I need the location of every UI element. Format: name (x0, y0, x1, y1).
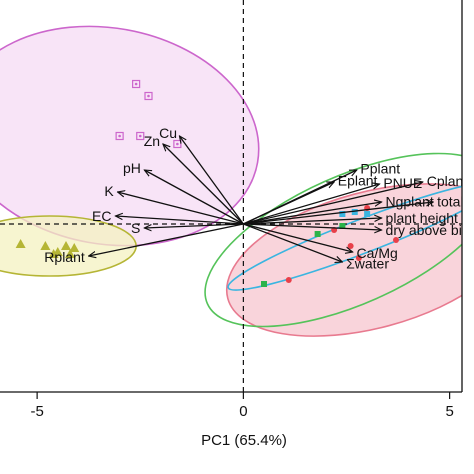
point-magenta-box (115, 131, 124, 141)
loading-label-plant-height: plant height (386, 210, 459, 226)
loading-arrow-ca-mg (243, 223, 352, 252)
point-green (339, 223, 346, 229)
point-magenta (173, 139, 182, 149)
loading-label-cplant: Cplant (427, 173, 468, 189)
point-magenta-dot (147, 94, 150, 98)
point-cyan (351, 209, 358, 215)
point-yellow (48, 249, 59, 258)
point-red (285, 277, 292, 283)
loading-label-rplant: Rplant (44, 249, 85, 265)
loading-arrow-pnue (243, 184, 379, 225)
point-magenta-box (144, 91, 153, 101)
loading-label-ph: pH (123, 160, 141, 176)
reference-lines (0, 0, 462, 392)
loading-arrow-dry-above-biomass (243, 223, 381, 230)
point-magenta (115, 131, 124, 141)
loading-label-dry-above-biomass: dry above biomass (386, 222, 474, 238)
point-green (314, 231, 321, 237)
point-green (261, 281, 267, 287)
loading-arrow-plant-height (243, 218, 381, 225)
loading-label-ec: EC (92, 208, 111, 224)
point-magenta (136, 131, 145, 141)
loading-arrow-water (243, 223, 342, 262)
point-yellow (61, 241, 71, 250)
loading-arrow-zn (163, 144, 244, 225)
x-axis-title: PC1 (65.4%) (201, 432, 287, 449)
point-red (355, 255, 362, 261)
point-yellow (69, 243, 80, 252)
loading-label-ngplant: Ngplant (386, 193, 434, 209)
point-magenta (132, 79, 141, 89)
loading-arrow-cplant (243, 182, 422, 225)
loading-label-pnue: PNUE (383, 175, 422, 191)
loading-label-eplant: Eplant (338, 172, 378, 188)
loading-arrow-ph (144, 170, 244, 225)
point-magenta (144, 91, 153, 101)
loading-arrow-ec (116, 216, 244, 225)
point-magenta-box (173, 139, 182, 149)
confidence-ellipse-green (204, 152, 462, 328)
point-cyan (364, 211, 371, 217)
point-magenta-dot (134, 82, 138, 86)
point-magenta-box (136, 131, 145, 141)
x-axis: -5 0 5 (30, 392, 454, 420)
point-magenta-dot (176, 142, 179, 146)
point-yellow (40, 241, 51, 250)
confidence-ellipse-cyan (227, 181, 462, 291)
loading-arrow-k (118, 192, 244, 225)
loading-label-cu: Cu (159, 125, 177, 141)
point-yellow (15, 239, 26, 248)
point-red (393, 237, 399, 243)
point-magenta-dot (138, 134, 142, 138)
loading-arrows (89, 136, 433, 262)
x-tick-label-0: 0 (239, 403, 247, 420)
loading-arrow-eplant (243, 181, 334, 225)
x-tick-label-5: 5 (445, 403, 453, 420)
loading-label-k: K (104, 183, 114, 199)
point-magenta-dot (118, 134, 121, 138)
loading-arrow-rplant (89, 223, 244, 256)
point-red (347, 243, 354, 249)
loading-label-pplant: Pplant (360, 160, 400, 176)
point-yellow (65, 249, 76, 258)
loading-arrow-s (144, 223, 244, 228)
loading-label-ca-mg: Ca/Mg (357, 245, 398, 261)
loading-label-zn: Zn (144, 133, 160, 149)
loading-label-s: S (131, 220, 140, 236)
point-cyan (339, 211, 346, 217)
loading-arrow-total (243, 202, 433, 225)
point-magenta-box (132, 79, 141, 89)
loading-label-water: Σwater (346, 255, 389, 271)
loading-arrow-ngplant (243, 202, 381, 225)
x-tick-label--5: -5 (30, 403, 43, 420)
loading-arrow-cu (179, 136, 244, 225)
loading-label-total: total (437, 194, 463, 210)
